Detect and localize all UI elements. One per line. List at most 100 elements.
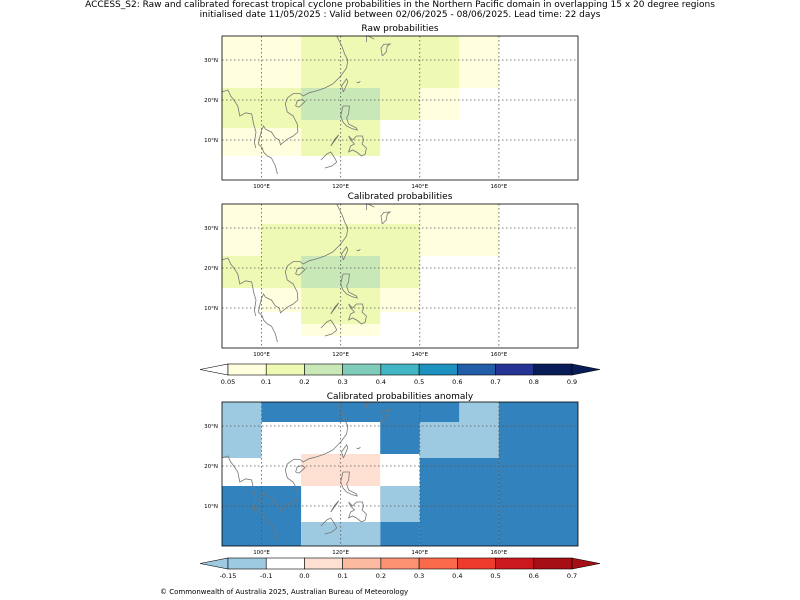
probability-cell bbox=[261, 88, 302, 120]
probability-cell bbox=[222, 204, 262, 224]
coastline bbox=[332, 401, 349, 451]
probability-cell bbox=[459, 36, 499, 68]
probability-cell bbox=[380, 256, 420, 288]
coastline bbox=[257, 293, 281, 343]
colorbar-segment bbox=[533, 363, 573, 376]
colorbar-tick-label: -0.1 bbox=[260, 572, 273, 580]
coastline bbox=[221, 89, 257, 149]
colorbar-tick-label: 0.05 bbox=[221, 378, 235, 386]
calibrated-panel-title: Calibrated probabilities bbox=[347, 192, 453, 202]
x-tick-label: 120°E bbox=[332, 184, 349, 190]
coastline bbox=[221, 455, 257, 515]
probability-cell bbox=[222, 36, 262, 68]
map-frame bbox=[221, 401, 579, 547]
figure-title-line1: ACCESS_S2: Raw and calibrated forecast t… bbox=[85, 0, 715, 10]
probability-cell bbox=[261, 256, 302, 288]
probability-colorbar: 0.05 0.1 0.2 0.3 0.4 0.5 0.6 0.7 0.8 0.9 bbox=[199, 363, 601, 386]
probability-cell bbox=[340, 128, 381, 156]
colorbar-tick-label: 0.3 bbox=[414, 572, 424, 580]
probability-cell bbox=[222, 68, 262, 88]
map-frame bbox=[221, 35, 579, 181]
probability-cell bbox=[261, 224, 302, 256]
probability-cell bbox=[261, 68, 302, 88]
colorbar-tick-label: 0.7 bbox=[490, 378, 500, 386]
probability-cell bbox=[340, 324, 381, 336]
probability-cell bbox=[301, 68, 341, 88]
y-tick-label: 30°N bbox=[204, 58, 218, 64]
colorbar-extend-max bbox=[571, 557, 601, 570]
colorbar-segment bbox=[418, 557, 458, 570]
anomaly-colorbar: -0.15 -0.1 0.0 0.1 0.2 0.3 0.4 0.5 0.6 0.7 bbox=[199, 557, 601, 580]
coastline bbox=[332, 35, 349, 85]
coastline bbox=[356, 446, 361, 450]
coastline bbox=[330, 500, 340, 513]
colorbar-tick-label: 0.5 bbox=[490, 572, 500, 580]
probability-cell bbox=[380, 36, 420, 68]
colorbar-segment bbox=[304, 363, 343, 376]
probability-cell bbox=[340, 88, 381, 120]
x-tick-label: 100°E bbox=[253, 550, 270, 556]
colorbar-extend-min bbox=[199, 557, 229, 570]
probability-cell bbox=[419, 224, 460, 256]
probability-cell bbox=[340, 120, 381, 128]
colorbar-tick-label: 0.0 bbox=[299, 572, 309, 580]
coastline bbox=[330, 302, 340, 315]
coastline bbox=[380, 211, 392, 225]
coastline bbox=[347, 135, 367, 157]
colorbar-segment bbox=[533, 557, 573, 570]
probability-cell bbox=[340, 36, 381, 68]
probability-cell bbox=[222, 402, 262, 458]
y-tick-label: 20°N bbox=[204, 464, 218, 470]
coastline bbox=[347, 501, 367, 523]
probability-cell bbox=[222, 224, 262, 256]
probability-cell bbox=[301, 120, 341, 128]
probability-cell bbox=[340, 68, 381, 88]
colorbar-tick-label: -0.15 bbox=[220, 572, 237, 580]
coastline bbox=[320, 151, 338, 169]
coastline bbox=[257, 125, 281, 175]
colorbar-segment bbox=[380, 557, 420, 570]
y-tick-label: 10°N bbox=[204, 504, 218, 510]
colorbar-segment bbox=[304, 557, 343, 570]
colorbar-tick-label: 0.8 bbox=[529, 378, 539, 386]
coastline bbox=[341, 443, 349, 459]
x-tick-label: 100°E bbox=[253, 184, 270, 190]
coastline bbox=[280, 449, 333, 512]
probability-cell bbox=[419, 422, 499, 458]
coastline bbox=[320, 319, 338, 337]
x-tick-label: 160°E bbox=[491, 352, 508, 358]
figure-title-line2: initialised date 11/05/2025 : Valid betw… bbox=[199, 10, 601, 20]
panel-1: 100°E 120°E 140°E 160°E 10°N 20°N 30°N bbox=[204, 35, 579, 190]
coastline bbox=[380, 409, 392, 423]
probability-cell bbox=[261, 128, 302, 156]
x-tick-label: 140°E bbox=[411, 184, 428, 190]
probability-cell bbox=[459, 402, 499, 422]
x-tick-label: 120°E bbox=[332, 550, 349, 556]
coastline bbox=[356, 248, 361, 252]
colorbar-extend-max bbox=[571, 363, 601, 376]
map-frame bbox=[221, 203, 579, 349]
y-tick-label: 30°N bbox=[204, 424, 218, 430]
copyright-footer: © Commonwealth of Australia 2025, Austra… bbox=[160, 588, 409, 596]
colorbar-tick-label: 0.2 bbox=[376, 572, 386, 580]
x-tick-label: 140°E bbox=[411, 550, 428, 556]
x-tick-label: 120°E bbox=[332, 352, 349, 358]
colorbar-tick-label: 0.7 bbox=[567, 572, 577, 580]
colorbar-tick-label: 0.4 bbox=[376, 378, 386, 386]
coastline bbox=[280, 251, 333, 314]
probability-cell bbox=[459, 68, 499, 88]
probability-cell bbox=[222, 458, 262, 486]
colorbar-tick-label: 0.9 bbox=[567, 378, 577, 386]
probability-cell bbox=[340, 204, 381, 224]
coastline bbox=[295, 465, 306, 474]
x-tick-label: 100°E bbox=[253, 352, 270, 358]
coastline bbox=[332, 203, 349, 253]
raw-panel-title: Raw probabilities bbox=[361, 24, 439, 34]
probability-cell bbox=[261, 36, 302, 68]
coastline bbox=[340, 105, 358, 131]
coastline bbox=[257, 491, 281, 541]
colorbar-segment bbox=[342, 557, 382, 570]
coastline bbox=[295, 267, 306, 276]
probability-cell bbox=[380, 204, 420, 224]
